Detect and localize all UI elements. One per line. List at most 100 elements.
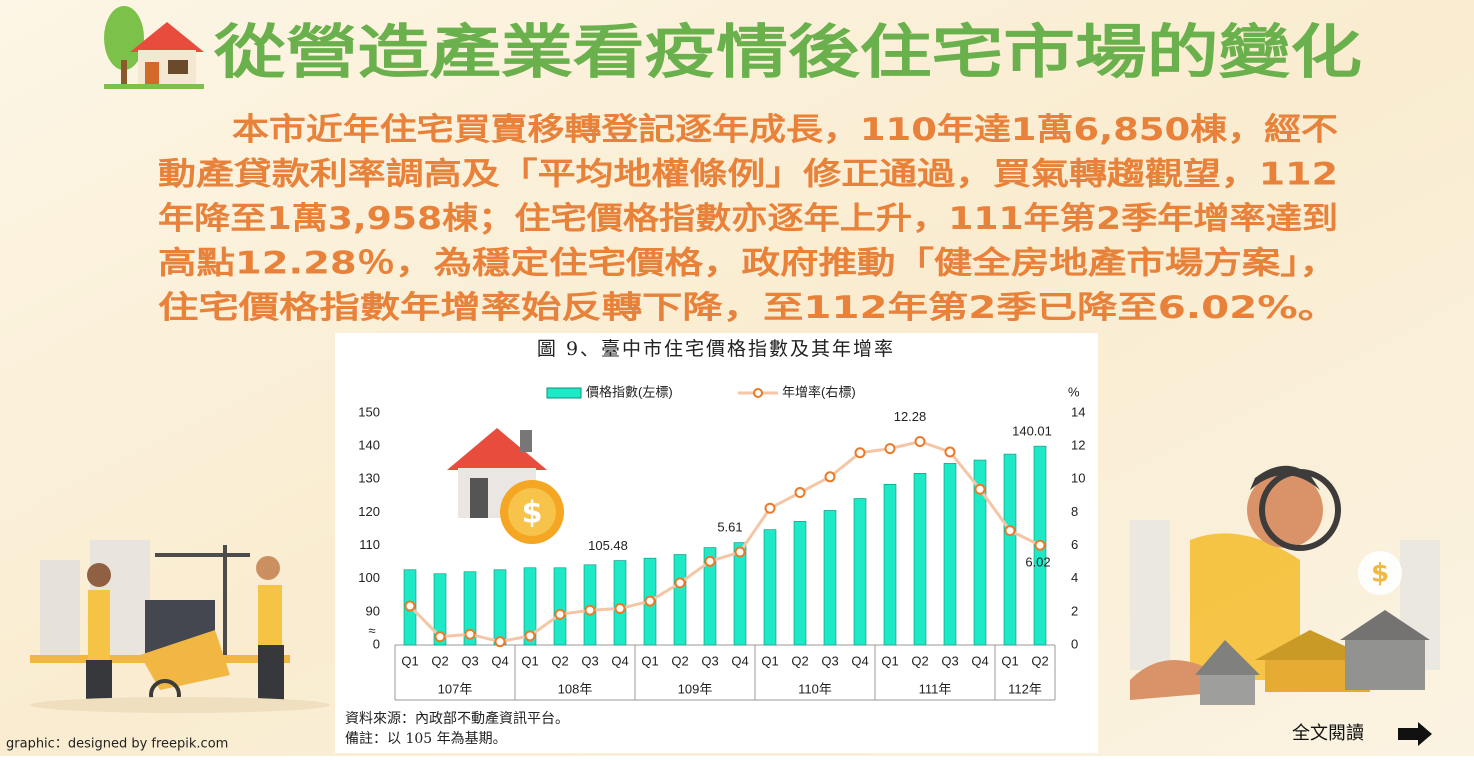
line-marker xyxy=(824,471,836,483)
chart-panel xyxy=(335,333,1098,753)
plot: 0 90 100 110 120 130 140 150 ≈0 2 4 6 8 10 12 14% Q1 Q2 Q3… xyxy=(358,384,1085,701)
x-group-label: 108年 xyxy=(558,681,593,696)
line-marker xyxy=(434,631,446,643)
x-tick-label: Q4 xyxy=(731,653,748,668)
bar xyxy=(883,483,897,646)
line-marker xyxy=(464,628,476,640)
line-marker xyxy=(554,608,566,620)
bar xyxy=(973,459,987,646)
line-marker xyxy=(914,436,926,448)
x-tick-label: Q2 xyxy=(791,653,808,668)
x-tick-label: Q4 xyxy=(971,653,988,668)
x-tick-label: Q3 xyxy=(941,653,958,668)
y2-tick-label: 8 xyxy=(1071,504,1078,519)
x-tick-label: Q4 xyxy=(491,653,508,668)
chart-note: 備註：以 105 年為基期。 xyxy=(345,730,507,747)
line-marker xyxy=(734,546,746,558)
y-tick-label: 130 xyxy=(358,471,380,486)
line-marker xyxy=(1034,539,1046,551)
chart-title: 圖 9、臺中市住宅價格指數及其年增率 xyxy=(537,338,895,360)
bar xyxy=(793,521,807,646)
x-group-label: 107年 xyxy=(438,681,473,696)
x-tick-label: Q4 xyxy=(851,653,868,668)
line-marker xyxy=(854,447,866,459)
y-tick-label: 90 xyxy=(366,603,380,618)
bar xyxy=(853,498,867,646)
x-tick-label: Q1 xyxy=(761,653,778,668)
bar xyxy=(733,542,747,646)
chart-house-icon: $ xyxy=(447,428,564,544)
svg-text:$: $ xyxy=(1371,559,1389,589)
line-marker xyxy=(584,604,596,616)
x-tick-label: Q3 xyxy=(701,653,718,668)
x-tick-label: Q2 xyxy=(1031,653,1048,668)
y2-tick-label: 4 xyxy=(1071,570,1078,585)
y2-tick-label: 2 xyxy=(1071,603,1078,618)
read-more-button[interactable]: 全文閱讀 xyxy=(1292,722,1432,746)
bar-value-label: 105.48 xyxy=(588,538,628,553)
y2-tick-label: 12 xyxy=(1071,438,1085,453)
credit: graphic：designed by freepik.com xyxy=(6,737,228,752)
y-tick-label: 140 xyxy=(358,438,380,453)
y2-tick-label: 10 xyxy=(1071,471,1085,486)
x-tick-label: Q4 xyxy=(611,653,628,668)
bar xyxy=(493,569,507,646)
legend-swatch-marker xyxy=(753,388,763,398)
line-value-label: 6.02 xyxy=(1025,555,1050,570)
x-tick-label: Q3 xyxy=(461,653,478,668)
bar xyxy=(943,463,957,646)
y-tick-label: 150 xyxy=(358,404,380,419)
bar xyxy=(613,560,627,646)
chart-source: 資料來源：內政部不動產資訊平台。 xyxy=(345,710,569,727)
y-tick-label: 0 xyxy=(373,636,380,651)
paragraph-line: 住宅價格指數年增率始反轉下降，至112年第2季已降至6.02%。 xyxy=(158,290,1338,326)
paragraph-line: 動產貸款利率調高及「平均地權條例」修正通過，買氣轉趨觀望，112 xyxy=(158,157,1338,193)
svg-text:$: $ xyxy=(522,496,543,531)
x-tick-label: Q3 xyxy=(581,653,598,668)
read-more-arrow[interactable] xyxy=(1398,722,1432,746)
line-marker xyxy=(764,502,776,514)
line-marker xyxy=(704,555,716,567)
illustration-workers xyxy=(30,540,330,713)
y-tick-label: 100 xyxy=(358,570,380,585)
x-group-label: 110年 xyxy=(798,681,832,696)
bar xyxy=(823,510,837,646)
line-marker xyxy=(1004,525,1016,537)
y-tick-label: 110 xyxy=(359,537,380,552)
line-marker xyxy=(794,487,806,499)
line-value-label: 12.28 xyxy=(894,409,927,424)
bar xyxy=(763,529,777,646)
read-more-label[interactable]: 全文閱讀 xyxy=(1292,723,1364,744)
line-marker xyxy=(644,595,656,607)
line-marker xyxy=(884,443,896,455)
x-tick-label: Q1 xyxy=(401,653,418,668)
x-tick-label: Q1 xyxy=(1001,653,1018,668)
line-marker xyxy=(974,483,986,495)
y2-unit: % xyxy=(1068,384,1080,399)
x-tick-label: Q1 xyxy=(521,653,538,668)
title-icon xyxy=(104,6,204,89)
legend-swatch xyxy=(546,387,582,399)
paragraph-line: 本市近年住宅買賣移轉登記逐年成長，110年達1萬6,850棟，經不 xyxy=(232,112,1338,148)
y2-tick-label: 6 xyxy=(1071,537,1078,552)
line-marker xyxy=(944,446,956,458)
line-marker xyxy=(524,630,536,642)
line-marker xyxy=(674,577,686,589)
legend-label: 價格指數(左標) xyxy=(586,384,673,399)
line-marker xyxy=(404,600,416,612)
x-tick-label: Q2 xyxy=(671,653,688,668)
x-tick-label: Q2 xyxy=(551,653,568,668)
bar xyxy=(913,473,927,646)
x-tick-label: Q3 xyxy=(821,653,838,668)
bar xyxy=(1003,453,1017,646)
paragraph: 本市近年住宅買賣移轉登記逐年成長，110年達1萬6,850棟，經不動產貸款利率調… xyxy=(158,112,1338,326)
x-tick-label: Q1 xyxy=(641,653,658,668)
line-marker xyxy=(614,603,626,615)
bar xyxy=(673,554,687,646)
line-value-label: 5.61 xyxy=(717,519,742,534)
line-marker xyxy=(494,636,506,648)
line xyxy=(408,439,1041,644)
x-tick-label: Q2 xyxy=(911,653,928,668)
